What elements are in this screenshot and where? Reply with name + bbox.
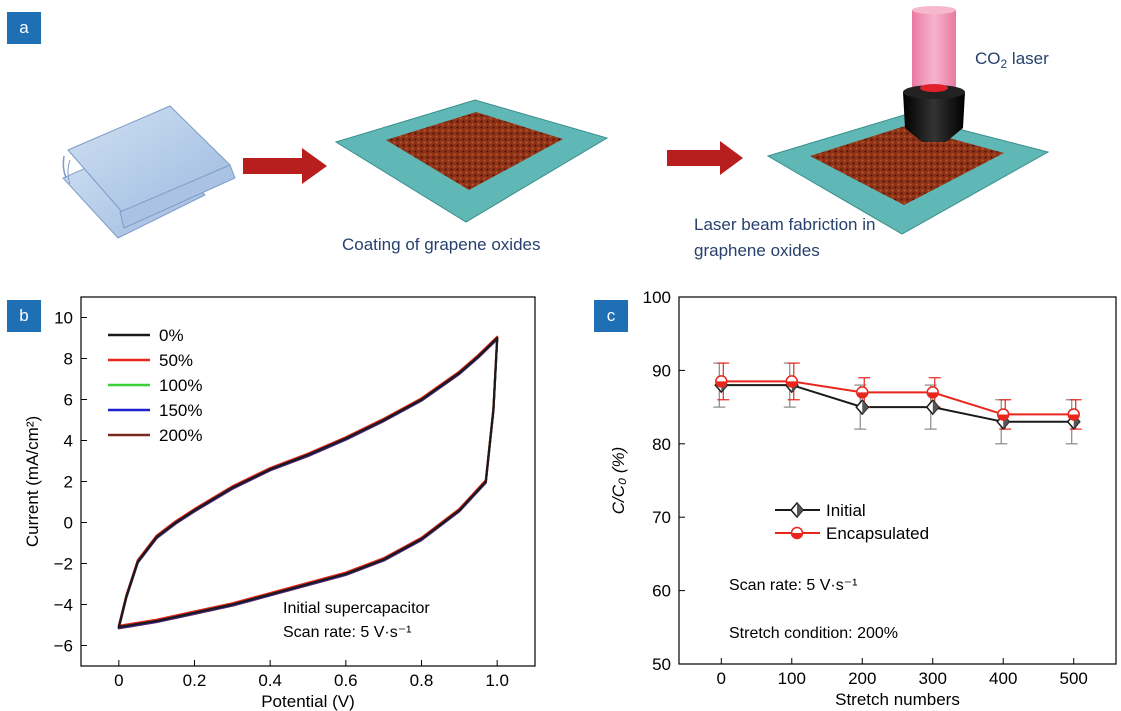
marker-encapsulated-fill <box>997 414 1009 420</box>
x-tick-label: 100 <box>778 669 806 688</box>
y-tick-label: 90 <box>652 361 671 380</box>
panel-a-tag: a <box>7 12 41 44</box>
x-tick-label: 0.2 <box>183 671 207 690</box>
x-tick-label: 0 <box>114 671 123 690</box>
caption-coating: Coating of grapene oxides <box>342 235 540 254</box>
y-tick-label: 70 <box>652 508 671 527</box>
retention-chart: 0 100 200 300 400 500 50 60 70 80 90 100 Stretch num… <box>609 288 1117 709</box>
panel-b-tag: b <box>7 300 41 332</box>
annotation: Scan rate: 5 V·s⁻¹ <box>283 624 412 641</box>
y-tick-label: 8 <box>64 350 73 369</box>
legend-label: 150% <box>159 401 202 420</box>
series-line-initial <box>721 384 1074 423</box>
legend-label: 200% <box>159 426 202 445</box>
marker-encapsulated-fill <box>1068 414 1080 420</box>
plot-frame <box>678 296 1117 665</box>
y-axis-label: C/C₀ (%) <box>609 447 628 515</box>
y-tick-label: 80 <box>652 435 671 454</box>
x-axis-label: Potential (V) <box>261 692 355 711</box>
y-tick-label: 2 <box>64 473 73 492</box>
annotation: Stretch condition: 200% <box>729 625 898 642</box>
annotation: Scan rate: 5 V·s⁻¹ <box>729 577 858 594</box>
panel-a-illustration: Coating of grapene oxides CO2 laser Lase… <box>62 6 1050 260</box>
y-tick-label: 4 <box>64 432 73 451</box>
caption-laser-line2: graphene oxides <box>694 241 820 260</box>
y-tick-label: −2 <box>54 555 73 574</box>
y-tick-label: 6 <box>64 391 73 410</box>
legend-label: Encapsulated <box>826 524 929 543</box>
caption-laser-line1: Laser beam fabriction in <box>694 215 875 234</box>
laser-beam <box>912 6 956 88</box>
marker-initial-fill <box>932 400 939 415</box>
process-arrow-1 <box>243 148 327 184</box>
cloth-image <box>62 105 236 239</box>
y-tick-label: 0 <box>64 514 73 533</box>
y-axis-label: Current (mA/cm²) <box>23 416 42 547</box>
marker-encapsulated-fill <box>786 381 798 387</box>
x-tick-label: 400 <box>989 669 1017 688</box>
cv-chart: 0 0.2 0.4 0.6 0.8 1.0 −6 −4 −2 0 2 4 6 8 10 Potential (… <box>23 296 536 711</box>
series-line-encapsulated <box>721 380 1074 416</box>
process-arrow-2 <box>667 141 743 175</box>
x-tick-label: 0.8 <box>410 671 434 690</box>
legend-marker-initial-fill <box>797 503 803 517</box>
marker-encapsulated-fill <box>715 381 727 387</box>
legend-marker-encapsulated-fill <box>791 533 803 539</box>
marker-initial-fill <box>862 400 869 415</box>
marker-encapsulated-fill <box>856 392 868 398</box>
laser-label: CO2 laser <box>975 49 1049 71</box>
x-tick-label: 200 <box>848 669 876 688</box>
y-tick-label: −6 <box>54 637 73 656</box>
x-tick-label: 0.4 <box>258 671 282 690</box>
legend-label: 0% <box>159 326 184 345</box>
x-axis-label: Stretch numbers <box>835 690 960 709</box>
x-tick-label: 300 <box>919 669 947 688</box>
annotation: Initial supercapacitor <box>283 600 430 617</box>
laser-substrate <box>766 114 1050 235</box>
y-tick-label: 10 <box>54 309 73 328</box>
legend-label: 50% <box>159 351 193 370</box>
y-tick-label: 100 <box>643 288 671 307</box>
coated-substrate <box>334 99 609 223</box>
y-tick-label: −4 <box>54 596 73 615</box>
legend-label: Initial <box>826 501 866 520</box>
panel-c-tag: c <box>594 300 628 332</box>
marker-encapsulated-fill <box>927 392 939 398</box>
legend-label: 100% <box>159 376 202 395</box>
y-tick-label: 50 <box>652 655 671 674</box>
x-tick-label: 500 <box>1060 669 1088 688</box>
y-tick-label: 60 <box>652 582 671 601</box>
cv-series-0pct <box>117 336 499 629</box>
x-tick-label: 0.6 <box>334 671 358 690</box>
x-tick-label: 0 <box>717 669 726 688</box>
x-tick-label: 1.0 <box>485 671 509 690</box>
laser-nozzle <box>903 84 965 142</box>
